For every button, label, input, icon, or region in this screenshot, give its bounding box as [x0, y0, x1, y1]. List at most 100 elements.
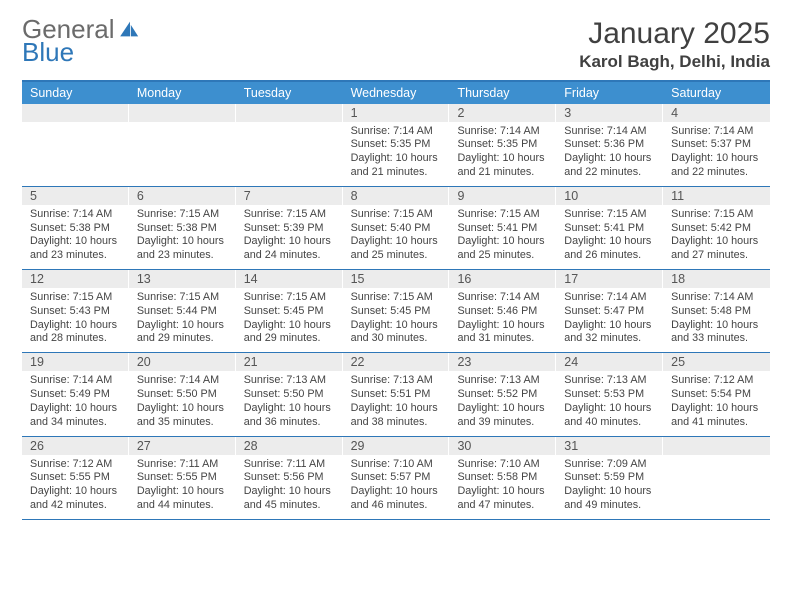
- dow-sunday: Sunday: [22, 82, 129, 104]
- day-number: 10: [556, 187, 663, 205]
- dow-header: Sunday Monday Tuesday Wednesday Thursday…: [22, 82, 770, 104]
- day-details: Sunrise: 7:14 AMSunset: 5:35 PMDaylight:…: [449, 122, 556, 186]
- calendar-cell: 23Sunrise: 7:13 AMSunset: 5:52 PMDayligh…: [449, 353, 556, 435]
- calendar-cell: 25Sunrise: 7:12 AMSunset: 5:54 PMDayligh…: [663, 353, 770, 435]
- day-number: 11: [663, 187, 770, 205]
- dow-thursday: Thursday: [449, 82, 556, 104]
- day-details: Sunrise: 7:13 AMSunset: 5:51 PMDaylight:…: [343, 371, 450, 435]
- day-number: 13: [129, 270, 236, 288]
- calendar-cell: 31Sunrise: 7:09 AMSunset: 5:59 PMDayligh…: [556, 437, 663, 519]
- calendar-cell: 21Sunrise: 7:13 AMSunset: 5:50 PMDayligh…: [236, 353, 343, 435]
- day-number: 18: [663, 270, 770, 288]
- day-number: 22: [343, 353, 450, 371]
- weeks-container: 1Sunrise: 7:14 AMSunset: 5:35 PMDaylight…: [22, 104, 770, 520]
- day-details: Sunrise: 7:13 AMSunset: 5:52 PMDaylight:…: [449, 371, 556, 435]
- brand-blue: Blue: [22, 37, 74, 67]
- calendar-cell: 4Sunrise: 7:14 AMSunset: 5:37 PMDaylight…: [663, 104, 770, 186]
- day-number: 25: [663, 353, 770, 371]
- calendar-week: 1Sunrise: 7:14 AMSunset: 5:35 PMDaylight…: [22, 104, 770, 187]
- day-details: Sunrise: 7:11 AMSunset: 5:56 PMDaylight:…: [236, 455, 343, 519]
- day-details: Sunrise: 7:14 AMSunset: 5:49 PMDaylight:…: [22, 371, 129, 435]
- calendar-week: 12Sunrise: 7:15 AMSunset: 5:43 PMDayligh…: [22, 270, 770, 353]
- calendar-cell: 17Sunrise: 7:14 AMSunset: 5:47 PMDayligh…: [556, 270, 663, 352]
- day-details: Sunrise: 7:14 AMSunset: 5:37 PMDaylight:…: [663, 122, 770, 186]
- month-title: January 2025: [579, 18, 770, 50]
- calendar-cell: 29Sunrise: 7:10 AMSunset: 5:57 PMDayligh…: [343, 437, 450, 519]
- calendar-cell: 14Sunrise: 7:15 AMSunset: 5:45 PMDayligh…: [236, 270, 343, 352]
- calendar-week: 26Sunrise: 7:12 AMSunset: 5:55 PMDayligh…: [22, 437, 770, 520]
- day-number: 15: [343, 270, 450, 288]
- calendar-cell: 26Sunrise: 7:12 AMSunset: 5:55 PMDayligh…: [22, 437, 129, 519]
- calendar-cell: 9Sunrise: 7:15 AMSunset: 5:41 PMDaylight…: [449, 187, 556, 269]
- calendar-week: 19Sunrise: 7:14 AMSunset: 5:49 PMDayligh…: [22, 353, 770, 436]
- calendar-cell: [663, 437, 770, 519]
- day-number: [129, 104, 236, 122]
- day-number: 5: [22, 187, 129, 205]
- day-details: Sunrise: 7:13 AMSunset: 5:50 PMDaylight:…: [236, 371, 343, 435]
- calendar-cell: 6Sunrise: 7:15 AMSunset: 5:38 PMDaylight…: [129, 187, 236, 269]
- day-details: Sunrise: 7:15 AMSunset: 5:39 PMDaylight:…: [236, 205, 343, 269]
- calendar-cell: 20Sunrise: 7:14 AMSunset: 5:50 PMDayligh…: [129, 353, 236, 435]
- calendar-cell: 19Sunrise: 7:14 AMSunset: 5:49 PMDayligh…: [22, 353, 129, 435]
- calendar-cell: 18Sunrise: 7:14 AMSunset: 5:48 PMDayligh…: [663, 270, 770, 352]
- day-details: Sunrise: 7:15 AMSunset: 5:38 PMDaylight:…: [129, 205, 236, 269]
- day-number: 30: [449, 437, 556, 455]
- dow-monday: Monday: [129, 82, 236, 104]
- day-details: Sunrise: 7:14 AMSunset: 5:48 PMDaylight:…: [663, 288, 770, 352]
- day-number: [663, 437, 770, 455]
- calendar-cell: 16Sunrise: 7:14 AMSunset: 5:46 PMDayligh…: [449, 270, 556, 352]
- day-details: Sunrise: 7:09 AMSunset: 5:59 PMDaylight:…: [556, 455, 663, 519]
- calendar-cell: 7Sunrise: 7:15 AMSunset: 5:39 PMDaylight…: [236, 187, 343, 269]
- day-details: Sunrise: 7:14 AMSunset: 5:36 PMDaylight:…: [556, 122, 663, 186]
- calendar-week: 5Sunrise: 7:14 AMSunset: 5:38 PMDaylight…: [22, 187, 770, 270]
- day-details: Sunrise: 7:15 AMSunset: 5:43 PMDaylight:…: [22, 288, 129, 352]
- calendar-cell: 13Sunrise: 7:15 AMSunset: 5:44 PMDayligh…: [129, 270, 236, 352]
- day-details: [129, 122, 236, 174]
- calendar-cell: 10Sunrise: 7:15 AMSunset: 5:41 PMDayligh…: [556, 187, 663, 269]
- day-details: Sunrise: 7:15 AMSunset: 5:41 PMDaylight:…: [556, 205, 663, 269]
- calendar: Sunday Monday Tuesday Wednesday Thursday…: [22, 80, 770, 520]
- day-number: 20: [129, 353, 236, 371]
- day-number: 19: [22, 353, 129, 371]
- calendar-cell: [22, 104, 129, 186]
- day-number: 9: [449, 187, 556, 205]
- day-number: [22, 104, 129, 122]
- day-details: Sunrise: 7:14 AMSunset: 5:46 PMDaylight:…: [449, 288, 556, 352]
- calendar-cell: 27Sunrise: 7:11 AMSunset: 5:55 PMDayligh…: [129, 437, 236, 519]
- day-number: 26: [22, 437, 129, 455]
- day-number: 21: [236, 353, 343, 371]
- day-details: Sunrise: 7:15 AMSunset: 5:42 PMDaylight:…: [663, 205, 770, 269]
- day-number: 23: [449, 353, 556, 371]
- day-details: [663, 455, 770, 507]
- day-number: 17: [556, 270, 663, 288]
- day-details: Sunrise: 7:14 AMSunset: 5:35 PMDaylight:…: [343, 122, 450, 186]
- day-details: Sunrise: 7:15 AMSunset: 5:45 PMDaylight:…: [236, 288, 343, 352]
- day-details: Sunrise: 7:10 AMSunset: 5:58 PMDaylight:…: [449, 455, 556, 519]
- dow-saturday: Saturday: [663, 82, 770, 104]
- day-number: 27: [129, 437, 236, 455]
- day-number: 12: [22, 270, 129, 288]
- calendar-cell: 30Sunrise: 7:10 AMSunset: 5:58 PMDayligh…: [449, 437, 556, 519]
- day-number: 7: [236, 187, 343, 205]
- day-number: 2: [449, 104, 556, 122]
- day-number: 1: [343, 104, 450, 122]
- day-number: 16: [449, 270, 556, 288]
- day-details: Sunrise: 7:15 AMSunset: 5:41 PMDaylight:…: [449, 205, 556, 269]
- day-number: 6: [129, 187, 236, 205]
- day-details: Sunrise: 7:12 AMSunset: 5:55 PMDaylight:…: [22, 455, 129, 519]
- day-details: Sunrise: 7:15 AMSunset: 5:40 PMDaylight:…: [343, 205, 450, 269]
- calendar-cell: 12Sunrise: 7:15 AMSunset: 5:43 PMDayligh…: [22, 270, 129, 352]
- day-number: 4: [663, 104, 770, 122]
- dow-tuesday: Tuesday: [236, 82, 343, 104]
- calendar-cell: 15Sunrise: 7:15 AMSunset: 5:45 PMDayligh…: [343, 270, 450, 352]
- calendar-cell: [129, 104, 236, 186]
- day-details: Sunrise: 7:11 AMSunset: 5:55 PMDaylight:…: [129, 455, 236, 519]
- day-details: Sunrise: 7:14 AMSunset: 5:47 PMDaylight:…: [556, 288, 663, 352]
- day-number: 3: [556, 104, 663, 122]
- header: GeneralBlueJanuary 2025Karol Bagh, Delhi…: [22, 18, 770, 72]
- day-number: 8: [343, 187, 450, 205]
- dow-wednesday: Wednesday: [343, 82, 450, 104]
- day-number: 24: [556, 353, 663, 371]
- day-details: Sunrise: 7:14 AMSunset: 5:38 PMDaylight:…: [22, 205, 129, 269]
- day-number: 28: [236, 437, 343, 455]
